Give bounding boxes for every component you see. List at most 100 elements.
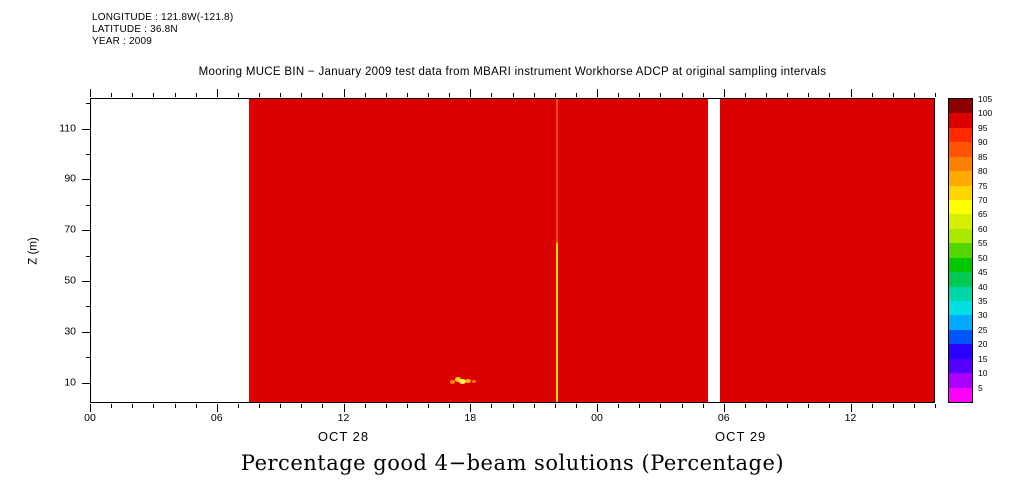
colorbar-cell [949,214,972,229]
y-tick-mark [86,153,90,155]
colorbar-cell [949,243,972,258]
colorbar-label: 85 [978,151,988,162]
header-info-block: LONGITUDE : 121.8W(-121.8) LATITUDE : 36… [92,12,233,48]
x-tick-mark [385,93,387,97]
colorbar-label: 20 [978,339,988,350]
x-tick-mark [808,93,810,97]
anomaly-spot [454,376,461,382]
x-tick-mark [787,93,789,97]
x-tick-mark [575,93,577,97]
x-tick-label: 06 [210,412,223,424]
y-tick-label: 10 [64,376,76,389]
x-tick-mark [470,89,472,97]
x-tick-mark [428,93,429,97]
x-tick-mark [829,93,831,97]
x-tick-mark [237,93,239,97]
x-tick-mark [470,404,472,412]
y-axis-title: Z (m) [26,98,42,403]
colorbar-label: 80 [978,166,988,177]
x-tick-mark [766,93,767,97]
x-tick-mark [132,404,134,408]
colorbar-cell [949,286,972,301]
y-tick-mark [82,179,90,181]
y-axis-title-text: Z (m) [28,236,40,265]
x-tick-mark [259,93,260,97]
x-tick-mark [892,93,894,97]
colorbar-cell [949,185,972,200]
no-data-region [91,99,250,402]
anomaly-streak-lower [555,242,558,402]
y-tick-label: 110 [59,121,76,134]
x-tick-mark [111,93,113,97]
x-tick-mark [237,404,239,408]
plot-title: Mooring MUCE BIN − January 2009 test dat… [198,66,827,78]
x-tick-mark [871,404,873,408]
no-data-region [708,99,721,402]
x-tick-label: 00 [591,412,603,424]
x-tick-mark [681,404,683,408]
colorbar-cell [949,344,972,359]
x-tick-mark [597,404,598,412]
y-axis-ticks: 10 30 50 70 90 110 [48,98,90,403]
x-tick-mark [554,93,556,97]
x-date-label: OCT 28 [317,429,370,444]
x-axis-top-ticks [90,89,936,97]
colorbar-cell [949,200,972,215]
x-tick-mark [449,404,451,408]
x-tick-mark [280,93,282,97]
anomaly-spot [459,379,467,385]
y-tick-mark [86,357,90,359]
x-tick-mark [449,93,451,97]
x-tick-mark [195,404,197,408]
x-tick-mark [406,93,408,97]
data-region [249,99,709,402]
x-tick-mark [90,89,91,97]
y-tick-mark [86,255,90,257]
x-tick-mark [491,404,493,408]
x-tick-mark [744,404,746,408]
colorbar-label: 25 [978,324,988,335]
x-tick-mark [702,404,704,408]
x-tick-mark [512,404,514,408]
colorbar-label: 70 [978,195,988,205]
y-tick-mark [82,382,90,384]
x-tick-mark [364,93,366,97]
longitude-text: LONGITUDE : 121.8W(-121.8) [92,12,234,23]
x-tick-mark [343,89,345,97]
x-tick-mark [322,404,324,408]
x-tick-mark [850,89,852,97]
anomaly-spot [465,378,472,383]
colorbar-cell [949,329,972,345]
x-tick-label: 18 [464,412,477,424]
colorbar: 105 100 95 90 85 80 75 70 65 60 55 50 45 40 35 30 25 20 15… [948,94,992,403]
colorbar-cell [949,315,972,330]
colorbar-cell [949,358,972,374]
x-tick-mark [554,404,556,408]
year-text: YEAR : 2009 [92,36,153,47]
colorbar-label: 60 [978,223,988,234]
colorbar-label: 15 [978,353,988,364]
x-tick-mark [639,93,641,97]
anomaly-spot [449,379,455,384]
colorbar-cell [949,171,972,186]
colorbar-cell [949,99,972,114]
colorbar-label: 55 [978,238,988,249]
x-tick-mark [702,93,704,97]
colorbar-label: 10 [978,368,988,379]
x-tick-mark [850,404,852,412]
colorbar-label: 35 [978,296,988,306]
colorbar-cell [949,156,972,172]
x-tick-mark [301,93,303,97]
x-tick-mark [153,93,155,97]
x-tick-mark [723,89,725,97]
x-tick-mark [406,404,408,408]
x-tick-mark [639,404,641,408]
anomaly-spot [471,380,476,384]
x-date-label: OCT 29 [715,429,767,444]
colorbar-label: 40 [978,281,988,292]
colorbar-label: 95 [978,122,988,133]
figure-caption: Percentage good 4−beam solutions (Percen… [240,451,785,475]
x-tick-mark [766,404,767,408]
x-tick-mark [533,93,535,97]
